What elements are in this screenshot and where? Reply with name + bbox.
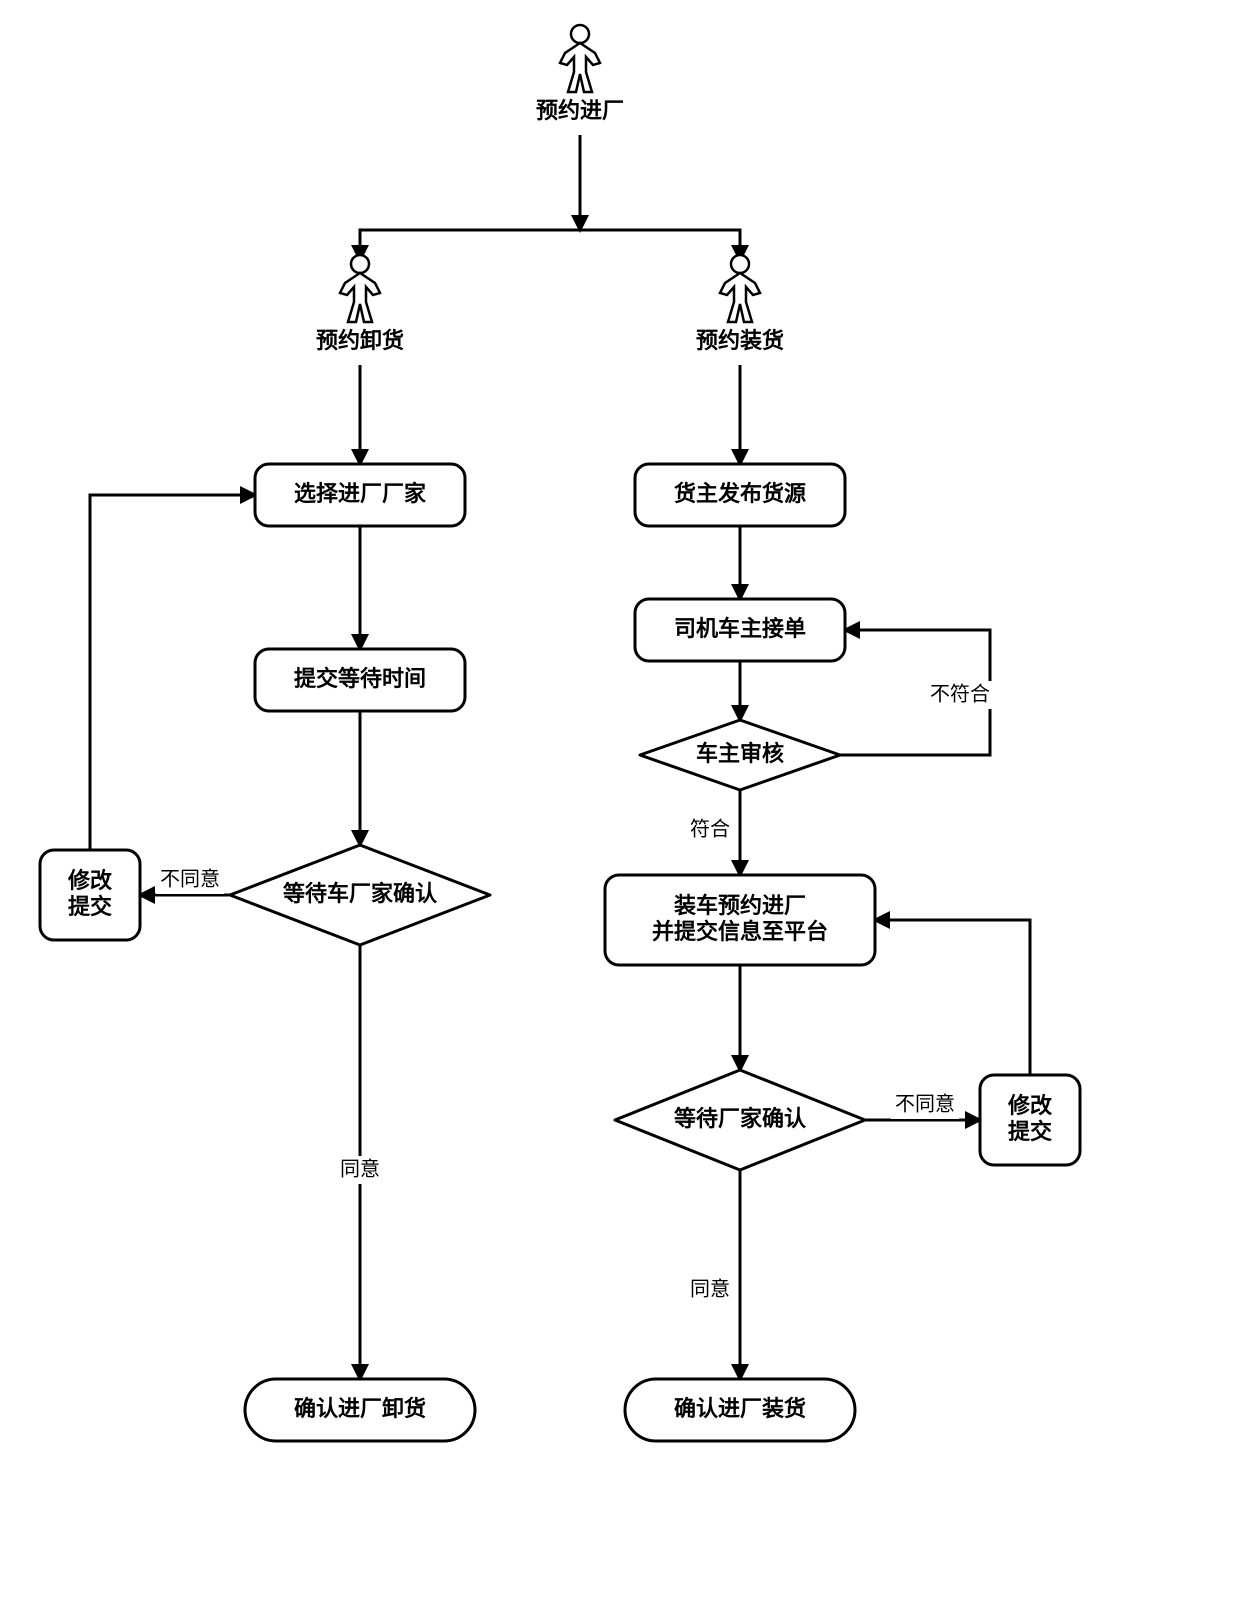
node-l2: 提交等待时间	[255, 649, 465, 711]
node-label: 提交	[1008, 1119, 1052, 1144]
node-l1: 选择进厂厂家	[255, 464, 465, 526]
node-label: 等待厂家确认	[674, 1106, 806, 1131]
node-label: 车主审核	[696, 741, 784, 766]
node-label: 等待车厂家确认	[283, 881, 437, 906]
edge-label: 不同意	[895, 1092, 955, 1115]
node-label: 装车预约进厂	[674, 893, 806, 918]
edge-label: 不同意	[160, 867, 220, 890]
edge-label: 符合	[690, 817, 730, 840]
node-label: 修改	[67, 868, 113, 893]
edge	[875, 920, 1030, 1075]
node-label: 修改	[1007, 1093, 1053, 1118]
edge-label: 同意	[690, 1277, 730, 1300]
node-label: 提交	[68, 894, 112, 919]
node-r1: 货主发布货源	[635, 464, 845, 526]
edge	[580, 230, 740, 260]
node-label: 司机车主接单	[674, 616, 806, 641]
edge	[90, 495, 255, 850]
edge-label: 不符合	[930, 682, 990, 705]
svg-text:预约装货: 预约装货	[696, 328, 784, 353]
node-right_actor: 预约装货	[696, 255, 784, 353]
node-r5: 等待厂家确认	[615, 1070, 865, 1170]
node-r4: 装车预约进厂并提交信息至平台	[605, 875, 875, 965]
node-r3: 车主审核	[640, 720, 840, 790]
edge-label: 同意	[340, 1157, 380, 1180]
svg-text:预约卸货: 预约卸货	[316, 328, 404, 353]
node-label: 选择进厂厂家	[294, 481, 427, 506]
node-r7: 确认进厂装货	[625, 1379, 855, 1441]
node-label: 确认进厂装货	[674, 1396, 806, 1421]
edge	[360, 230, 580, 260]
node-r6: 修改提交	[980, 1075, 1080, 1165]
node-l5: 确认进厂卸货	[245, 1379, 475, 1441]
node-l4: 修改提交	[40, 850, 140, 940]
node-l3: 等待车厂家确认	[230, 845, 490, 945]
node-label: 并提交信息至平台	[652, 919, 828, 944]
node-top: 预约进厂	[536, 25, 624, 123]
node-label: 确认进厂卸货	[294, 1396, 426, 1421]
node-label: 提交等待时间	[294, 666, 426, 691]
svg-text:预约进厂: 预约进厂	[536, 98, 624, 123]
node-label: 货主发布货源	[674, 481, 806, 506]
flowchart-canvas: 同意不同意符合不符合同意不同意预约进厂预约卸货预约装货选择进厂厂家提交等待时间等…	[0, 0, 1240, 1608]
node-left_actor: 预约卸货	[316, 255, 404, 353]
node-r2: 司机车主接单	[635, 599, 845, 661]
